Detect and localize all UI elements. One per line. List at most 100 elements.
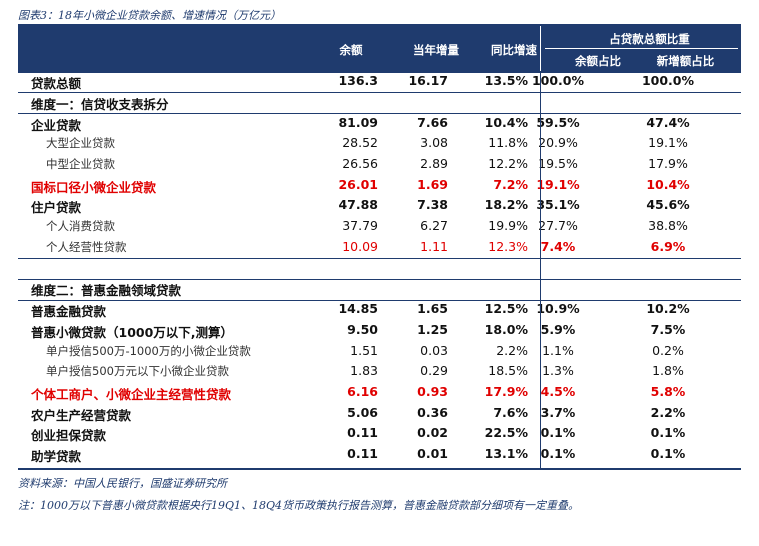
row-label: 中型企业贷款: [46, 157, 115, 172]
row-value: 7.38: [417, 197, 448, 213]
row-value: 0.1%: [540, 446, 576, 461]
row-value: 3.08: [420, 135, 448, 151]
row-label: 单户授信500万元以下小微企业贷款: [46, 364, 229, 379]
table-row: 企业贷款 81.09 7.66 10.4% 59.5% 47.4%: [18, 113, 741, 134]
row-value: 0.1%: [650, 425, 686, 441]
row-value: 7.5%: [650, 321, 686, 337]
header-subdivider: [545, 48, 738, 49]
table-row: 大型企业贷款 28.52 3.08 11.8% 20.9% 19.1%: [18, 133, 741, 154]
row-value: 7.4%: [540, 238, 576, 254]
row-value: 10.09: [342, 238, 378, 254]
row-value: 18.2%: [484, 197, 528, 213]
row-value: 13.5%: [484, 73, 528, 88]
table-row: 个人消费贷款 37.79 6.27 19.9% 27.7% 38.8%: [18, 216, 741, 237]
row-value: 5.9%: [540, 321, 576, 337]
row-value: 19.9%: [488, 218, 528, 234]
row-value: 26.01: [338, 176, 378, 192]
table-row: 国标口径小微企业贷款 26.01 1.69 7.2% 19.1% 10.4%: [18, 175, 741, 196]
row-value: 5.8%: [650, 383, 686, 399]
row-value: 10.2%: [646, 301, 690, 317]
row-value: 12.2%: [488, 156, 528, 172]
row-value: 19.1%: [536, 176, 580, 192]
table-row: 中型企业贷款 26.56 2.89 12.2% 19.5% 17.9%: [18, 154, 741, 175]
table-row: 贷款总额 136.3 16.17 13.5% 100.0% 100.0%: [18, 71, 741, 92]
row-value: 12.5%: [484, 301, 528, 317]
row-label: 个人消费贷款: [46, 219, 115, 234]
header-yoy: 同比增速: [491, 43, 537, 57]
row-label: 农户生产经营贷款: [31, 407, 132, 423]
row-value: 27.7%: [538, 218, 578, 234]
row-value: 19.5%: [538, 156, 578, 172]
row-value: 35.1%: [536, 197, 580, 213]
row-value: 17.9%: [484, 383, 528, 399]
row-value: 38.8%: [648, 218, 688, 234]
row-label: 个体工商户、小微企业主经营性贷款: [31, 386, 232, 402]
row-label: 大型企业贷款: [46, 136, 115, 151]
header-balance: 余额: [339, 43, 363, 57]
header-increase: 当年增量: [413, 43, 459, 57]
row-label: 企业贷款: [31, 117, 82, 133]
row-value: 100.0%: [531, 73, 585, 88]
table-row: 个人经营性贷款 10.09 1.11 12.3% 7.4% 6.9%: [18, 237, 741, 258]
row-value: 37.79: [342, 218, 378, 234]
table-header: 余额 当年增量 同比增速 占贷款总额比重 余额占比 新增额占比: [18, 26, 741, 71]
header-share-group: 占贷款总额比重: [609, 32, 690, 46]
table-row: 创业担保贷款 0.11 0.02 22.5% 0.1% 0.1%: [18, 423, 741, 444]
row-value: 26.56: [342, 156, 378, 172]
header-divider: [540, 26, 541, 71]
row-value: 7.2%: [493, 176, 528, 192]
row-value: 7.66: [417, 114, 448, 130]
row-value: 1.69: [417, 176, 448, 192]
table-row: 普惠小微贷款（1000万以下,测算） 9.50 1.25 18.0% 5.9% 7.5%: [18, 320, 741, 341]
row-value: 47.88: [338, 197, 378, 213]
table-row: [18, 258, 741, 279]
row-label: 单户授信500万-1000万的小微企业贷款: [46, 343, 251, 358]
row-value: 1.3%: [542, 363, 574, 379]
row-value: 3.7%: [540, 404, 576, 420]
row-value: 2.89: [420, 156, 448, 172]
table-row: 维度二：普惠金融领域贷款: [18, 278, 741, 299]
row-value: 4.5%: [540, 383, 576, 399]
row-value: 2.2%: [650, 404, 686, 420]
row-value: 11.8%: [488, 135, 528, 151]
row-value: 0.03: [420, 342, 448, 358]
row-value: 6.27: [420, 218, 448, 234]
row-value: 0.36: [417, 404, 448, 420]
header-share-new: 新增额占比: [656, 54, 715, 68]
row-value: 1.83: [350, 363, 378, 379]
row-label: 助学贷款: [31, 449, 82, 464]
bottom-rule: [18, 468, 741, 470]
row-value: 16.17: [408, 73, 448, 88]
row-label: 国标口径小微企业贷款: [31, 179, 157, 195]
row-label: 维度二：普惠金融领域贷款: [31, 283, 182, 299]
row-value: 0.11: [347, 446, 378, 461]
table-row: 农户生产经营贷款 5.06 0.36 7.6% 3.7% 2.2%: [18, 403, 741, 424]
row-value: 1.25: [417, 321, 448, 337]
row-value: 6.9%: [650, 238, 686, 254]
row-value: 59.5%: [536, 114, 580, 130]
row-value: 0.11: [347, 425, 378, 441]
column-divider: [540, 71, 541, 468]
row-value: 1.8%: [652, 363, 684, 379]
row-value: 0.02: [417, 425, 448, 441]
row-rule: [18, 299, 741, 301]
figure-caption: 图表3：18年小微企业贷款余额、增速情况（万亿元）: [18, 9, 281, 22]
row-value: 20.9%: [538, 135, 578, 151]
row-label: 住户贷款: [31, 200, 82, 216]
row-label: 个人经营性贷款: [46, 239, 127, 254]
table-row: 维度一：信贷收支表拆分: [18, 92, 741, 113]
row-value: 0.29: [420, 363, 448, 379]
row-rule: [18, 91, 741, 93]
row-value: 0.1%: [650, 446, 686, 461]
row-value: 14.85: [338, 301, 378, 317]
row-value: 10.4%: [646, 176, 690, 192]
row-rule: [18, 279, 741, 280]
table-row: 个体工商户、小微企业主经营性贷款 6.16 0.93 17.9% 4.5% 5.8%: [18, 382, 741, 403]
row-value: 10.4%: [484, 114, 528, 130]
row-value: 0.93: [417, 383, 448, 399]
row-value: 12.3%: [488, 238, 528, 254]
row-value: 9.50: [347, 321, 378, 337]
table-row: 住户贷款 47.88 7.38 18.2% 35.1% 45.6%: [18, 195, 741, 216]
footnote: 注：1000万以下普惠小微贷款根据央行19Q1、18Q4货币政策执行报告测算，普…: [18, 499, 580, 512]
row-rule: [18, 258, 741, 260]
